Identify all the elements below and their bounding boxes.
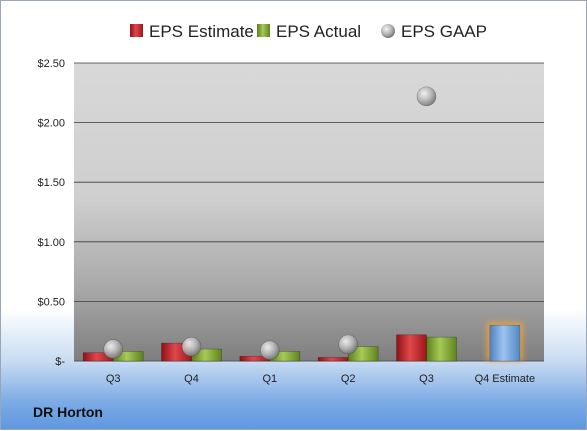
legend-actual-marker bbox=[257, 24, 270, 37]
y-tick-label: $- bbox=[55, 356, 65, 368]
x-tick-label: Q1 bbox=[262, 373, 277, 385]
y-tick-label: $1.50 bbox=[37, 177, 65, 189]
eps-actual-bar bbox=[347, 346, 379, 362]
eps-estimate-bar bbox=[396, 334, 427, 362]
eps-gaap-marker bbox=[338, 334, 358, 355]
legend-estimate-marker bbox=[130, 24, 143, 37]
x-tick-label: Q4 bbox=[184, 373, 199, 385]
eps-gaap-marker bbox=[260, 340, 280, 361]
eps-gaap-marker bbox=[181, 336, 202, 357]
legend-label: EPS GAAP bbox=[401, 22, 487, 41]
plot-area bbox=[74, 63, 544, 361]
eps-gaap-marker bbox=[416, 86, 437, 107]
eps-estimate-bar bbox=[317, 357, 349, 362]
x-tick-label: Q4 Estimate bbox=[475, 373, 536, 385]
company-name: DR Horton bbox=[33, 404, 103, 420]
legend-label: EPS Actual bbox=[276, 22, 361, 41]
legend-label: EPS Estimate bbox=[149, 22, 254, 41]
y-tick-label: $1.00 bbox=[37, 237, 65, 249]
x-tick-label: Q3 bbox=[419, 373, 434, 385]
eps-actual-bar bbox=[426, 336, 457, 362]
legend-gaap-marker bbox=[381, 24, 395, 38]
y-tick-label: $0.50 bbox=[37, 296, 65, 308]
x-tick-label: Q2 bbox=[341, 373, 356, 385]
y-tick-label: $2.50 bbox=[37, 58, 65, 70]
y-tick-label: $2.00 bbox=[37, 118, 65, 130]
x-tick-label: Q3 bbox=[106, 373, 121, 385]
q4-estimate-bar bbox=[489, 324, 521, 362]
eps-gaap-marker bbox=[103, 339, 123, 359]
